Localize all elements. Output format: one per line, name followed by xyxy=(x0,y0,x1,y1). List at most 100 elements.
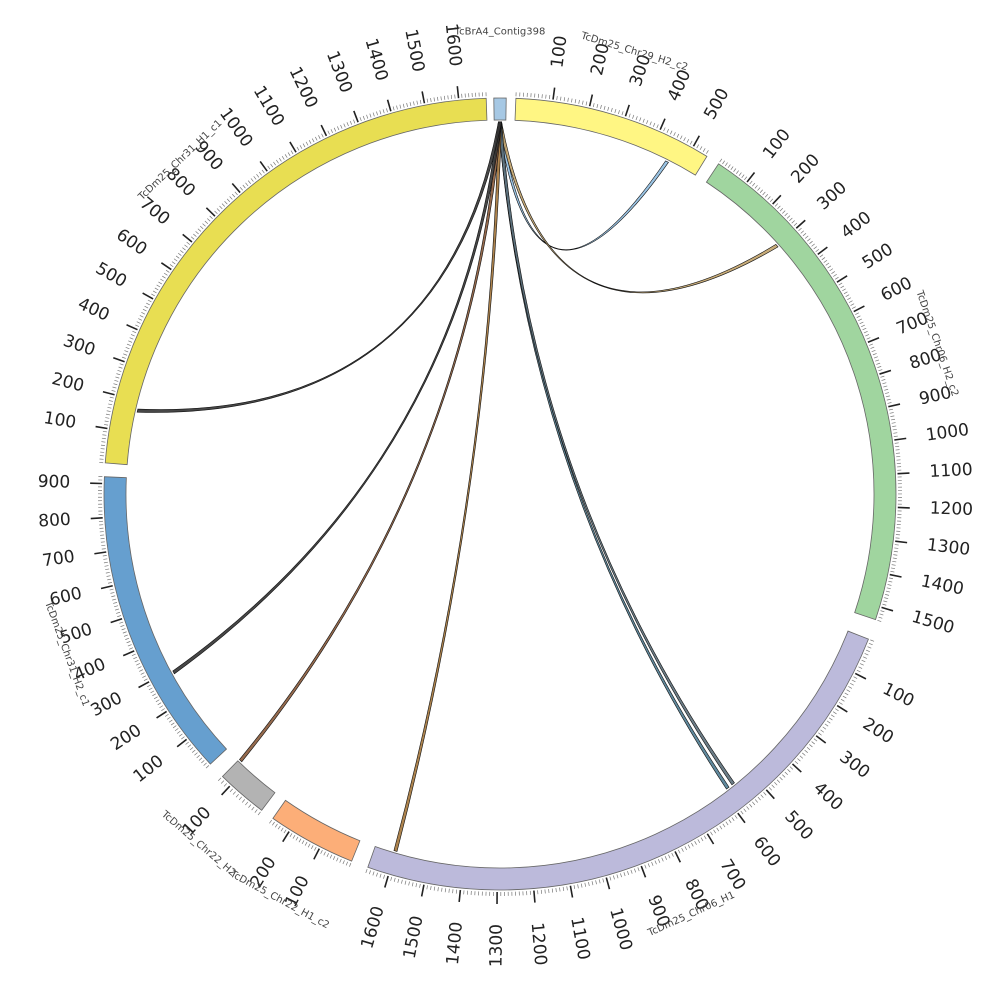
tick-label: 200 xyxy=(859,714,897,748)
minor-tick xyxy=(112,386,117,389)
minor-tick xyxy=(823,259,828,263)
minor-tick xyxy=(858,318,863,321)
minor-tick xyxy=(696,144,700,149)
minor-tick xyxy=(155,699,160,703)
minor-tick xyxy=(179,733,183,737)
major-tick xyxy=(138,681,150,689)
minor-tick xyxy=(283,829,287,834)
minor-tick xyxy=(736,170,739,174)
minor-tick xyxy=(573,884,576,890)
minor-tick xyxy=(627,870,630,875)
minor-tick xyxy=(332,856,336,860)
minor-tick xyxy=(567,97,569,102)
minor-tick xyxy=(214,210,218,215)
minor-tick xyxy=(878,369,883,372)
minor-tick xyxy=(642,118,645,123)
minor-tick xyxy=(754,799,758,803)
minor-tick xyxy=(129,647,134,650)
minor-tick xyxy=(855,312,860,315)
minor-tick xyxy=(219,205,223,210)
minor-tick xyxy=(856,315,861,318)
minor-tick xyxy=(802,752,806,756)
minor-tick xyxy=(153,696,158,700)
tick-label: 100 xyxy=(547,34,571,69)
minor-tick xyxy=(333,127,337,132)
major-tick xyxy=(156,710,168,719)
minor-tick xyxy=(686,138,690,143)
tick-label: 200 xyxy=(787,150,824,187)
minor-tick xyxy=(725,821,729,826)
links-layer xyxy=(136,121,779,852)
tick-label: 1100 xyxy=(929,460,973,482)
minor-tick xyxy=(885,590,890,593)
minor-tick xyxy=(411,882,414,887)
minor-tick xyxy=(330,129,333,134)
minor-tick xyxy=(140,672,145,675)
minor-tick xyxy=(129,337,134,340)
minor-tick xyxy=(318,135,321,140)
minor-tick xyxy=(861,324,865,328)
tick-label: 1500 xyxy=(909,607,956,638)
minor-tick xyxy=(349,862,352,867)
minor-tick xyxy=(628,113,631,118)
minor-tick xyxy=(123,634,128,637)
minor-tick xyxy=(290,150,294,155)
minor-tick xyxy=(175,255,180,259)
tick-label: 300 xyxy=(836,747,874,783)
link-contig398-chr06h2c2 xyxy=(498,121,779,294)
minor-tick xyxy=(353,119,356,124)
minor-tick xyxy=(842,288,846,292)
minor-tick xyxy=(851,679,856,683)
minor-tick xyxy=(719,158,723,163)
minor-tick xyxy=(892,425,897,427)
minor-tick xyxy=(440,96,442,101)
minor-tick xyxy=(702,148,706,152)
minor-tick xyxy=(607,106,610,111)
minor-tick xyxy=(221,203,226,207)
segment-chr22h1c2 xyxy=(272,799,361,862)
minor-tick xyxy=(789,766,794,770)
minor-tick xyxy=(224,200,228,205)
minor-tick xyxy=(890,418,896,421)
minor-tick xyxy=(884,597,889,599)
minor-tick xyxy=(287,152,291,157)
minor-tick xyxy=(784,212,788,217)
minor-tick xyxy=(315,136,318,141)
minor-tick xyxy=(151,293,155,297)
minor-tick xyxy=(169,264,174,268)
major-tick xyxy=(881,606,894,612)
minor-tick xyxy=(806,747,811,751)
minor-tick xyxy=(160,278,164,282)
minor-tick xyxy=(885,392,890,394)
minor-tick xyxy=(267,165,271,170)
minor-tick xyxy=(448,888,450,893)
minor-tick xyxy=(582,100,584,105)
minor-tick xyxy=(752,182,756,187)
minor-tick xyxy=(184,244,188,248)
tick-label: 1400 xyxy=(443,921,467,966)
minor-tick xyxy=(794,760,799,765)
minor-tick xyxy=(719,825,723,830)
minor-tick xyxy=(893,435,898,437)
segment-chr31h1c1 xyxy=(104,97,488,466)
minor-tick xyxy=(147,684,151,688)
minor-tick xyxy=(877,619,882,622)
tick-label: 1600 xyxy=(357,904,388,951)
minor-tick xyxy=(578,99,580,104)
minor-tick xyxy=(139,669,143,672)
minor-tick xyxy=(683,137,686,142)
minor-tick xyxy=(880,375,885,378)
minor-tick xyxy=(119,363,124,366)
minor-tick xyxy=(141,312,146,315)
major-tick xyxy=(205,207,216,217)
minor-tick xyxy=(833,274,837,277)
minor-tick xyxy=(131,653,136,656)
minor-tick xyxy=(276,159,279,164)
minor-tick xyxy=(680,135,683,140)
minor-tick xyxy=(663,127,666,132)
minor-tick xyxy=(831,271,835,274)
minor-tick xyxy=(274,823,278,828)
minor-tick xyxy=(678,849,681,854)
minor-tick xyxy=(199,225,204,230)
minor-tick xyxy=(813,738,818,742)
